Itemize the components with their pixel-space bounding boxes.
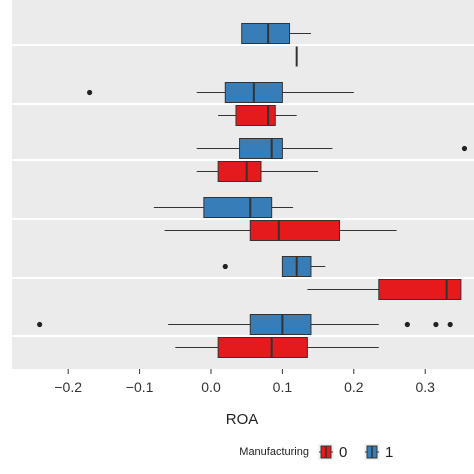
- x-tick-label-1: −0.2: [54, 379, 82, 395]
- x-tick-label-3: 0.0: [201, 379, 221, 395]
- group-6-mfg-1-outlier-4: [447, 321, 453, 328]
- group-6-mfg-1-outlier-2: [404, 321, 410, 328]
- legend: Manufacturing 0 1: [239, 444, 393, 461]
- legend-label-1: 1: [385, 444, 393, 461]
- x-tick-label-6: 0.3: [415, 379, 435, 395]
- box-layer: [37, 23, 468, 358]
- group-3-mfg-0-box: [217, 161, 262, 182]
- legend-title: Manufacturing: [239, 446, 309, 458]
- x-axis: −0.2 −0.1 0.0 0.1 0.2 0.3: [54, 369, 435, 395]
- legend-label-0: 0: [339, 444, 347, 461]
- group-1-mfg-1-box: [241, 23, 291, 44]
- group-6-mfg-1-outlier-1: [37, 321, 43, 328]
- group-4-mfg-1-box: [203, 197, 273, 218]
- group-5-mfg-1-outlier-1: [222, 263, 228, 270]
- group-3-mfg-1-outlier-1: [461, 145, 468, 152]
- plot-panel: [12, 0, 474, 369]
- group-5-mfg-0-box: [378, 279, 462, 300]
- group-3-mfg-1-box: [239, 138, 283, 159]
- group-2-mfg-1-outlier-1: [87, 89, 93, 96]
- group-6-mfg-1-outlier-3: [433, 321, 439, 328]
- x-tick-label-2: −0.1: [126, 379, 154, 395]
- group-4-mfg-0-box: [249, 220, 341, 241]
- group-6-mfg-0-box: [217, 337, 308, 358]
- group-2-mfg-0-box: [235, 105, 276, 126]
- x-axis-title: ROA: [226, 411, 259, 428]
- x-tick-label-4: 0.1: [273, 379, 293, 395]
- group-6-mfg-1-box: [249, 314, 312, 335]
- grid-layer: [12, 44, 474, 337]
- x-tick-label-5: 0.2: [344, 379, 364, 395]
